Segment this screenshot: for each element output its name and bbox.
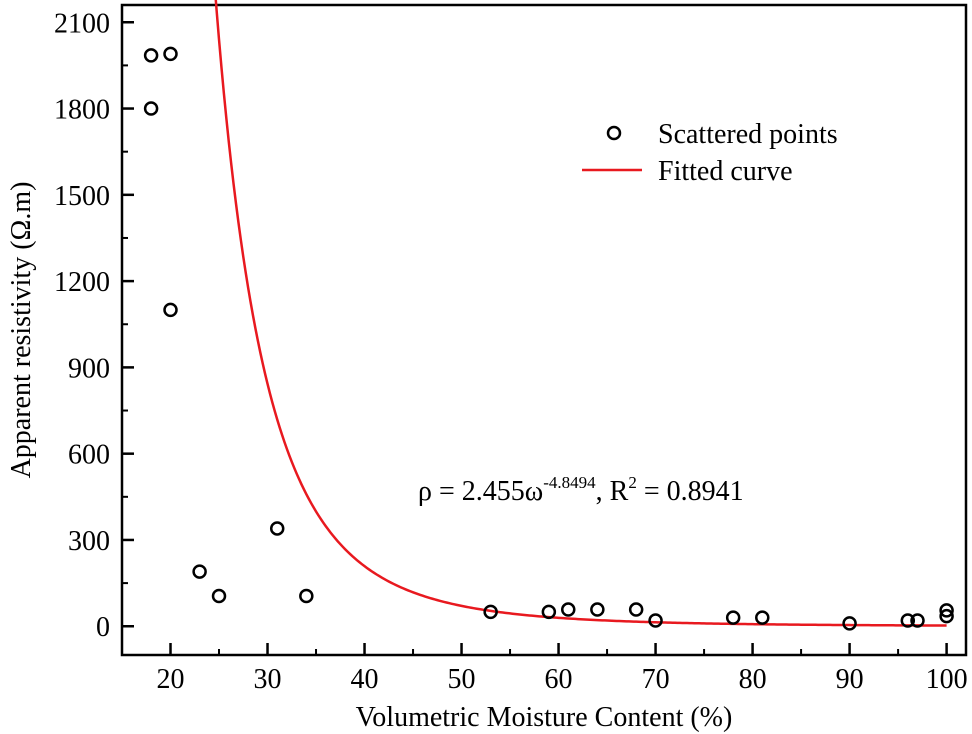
annotation-lhs: ρ = 2.455ω (418, 476, 543, 507)
y-tick-label: 1800 (54, 95, 110, 126)
fitted-curve-line (214, 0, 947, 627)
annotation-rhs: = 0.8941 (637, 476, 744, 507)
scatter-point (192, 564, 207, 579)
scatter-point (900, 613, 916, 628)
scatter-point (211, 588, 227, 604)
y-tick-label: 1200 (54, 267, 110, 298)
y-axis-ticks: 0 300 600 900 1200 1500 1800 2100 (54, 8, 134, 643)
scatter-points (143, 46, 954, 631)
scatter-point (939, 608, 954, 624)
scatter-point (842, 616, 857, 631)
fit-equation-annotation: ρ = 2.455ω-4.8494, R2 = 0.8941 (418, 473, 744, 507)
y-tick-label: 900 (68, 353, 110, 384)
scatter-point (561, 602, 576, 617)
y-tick-label: 1500 (54, 181, 110, 212)
x-tick-label: 50 (448, 664, 476, 695)
x-tick-label: 30 (254, 664, 282, 695)
annotation-middle: , R (596, 476, 629, 507)
x-tick-label: 20 (157, 664, 185, 695)
y-axis-title: Apparent resistivity (Ω.m) (6, 182, 37, 479)
scatter-point (910, 613, 925, 628)
legend-marker-scattered-points (606, 125, 622, 141)
scatter-point (143, 101, 159, 116)
legend-label-fitted-curve: Fitted curve (658, 156, 793, 187)
scatter-point (163, 46, 178, 62)
legend: Scattered points Fitted curve (582, 119, 838, 187)
scatter-point (269, 521, 285, 536)
legend-label-scattered-points: Scattered points (658, 119, 838, 150)
x-tick-label: 70 (642, 664, 670, 695)
x-tick-label: 80 (739, 664, 767, 695)
x-tick-label: 100 (926, 664, 968, 695)
y-tick-label: 2100 (54, 8, 110, 39)
x-tick-label: 40 (351, 664, 379, 695)
scatter-point (483, 604, 498, 620)
x-axis-title: Volumetric Moisture Content (%) (356, 702, 733, 733)
x-tick-label: 90 (836, 664, 864, 695)
y-tick-label: 300 (68, 526, 110, 557)
scatter-point (143, 48, 159, 63)
scatter-point (648, 613, 663, 628)
y-tick-label: 600 (68, 440, 110, 471)
scatter-point (755, 610, 770, 625)
scatter-point (299, 588, 314, 604)
scatter-point (163, 302, 178, 318)
y-tick-label: 0 (96, 612, 110, 643)
scatter-point (628, 602, 644, 617)
scatter-point (725, 610, 741, 625)
scatter-point (541, 604, 557, 620)
scatter-point (939, 603, 954, 618)
scatter-point (590, 602, 605, 617)
plot-frame (120, 3, 968, 657)
x-tick-label: 60 (545, 664, 573, 695)
annotation-exponent: -4.8494 (543, 473, 596, 492)
annotation-r2-sup: 2 (628, 473, 637, 492)
x-axis-ticks: 20 30 40 50 60 70 80 90 100 (157, 643, 968, 695)
